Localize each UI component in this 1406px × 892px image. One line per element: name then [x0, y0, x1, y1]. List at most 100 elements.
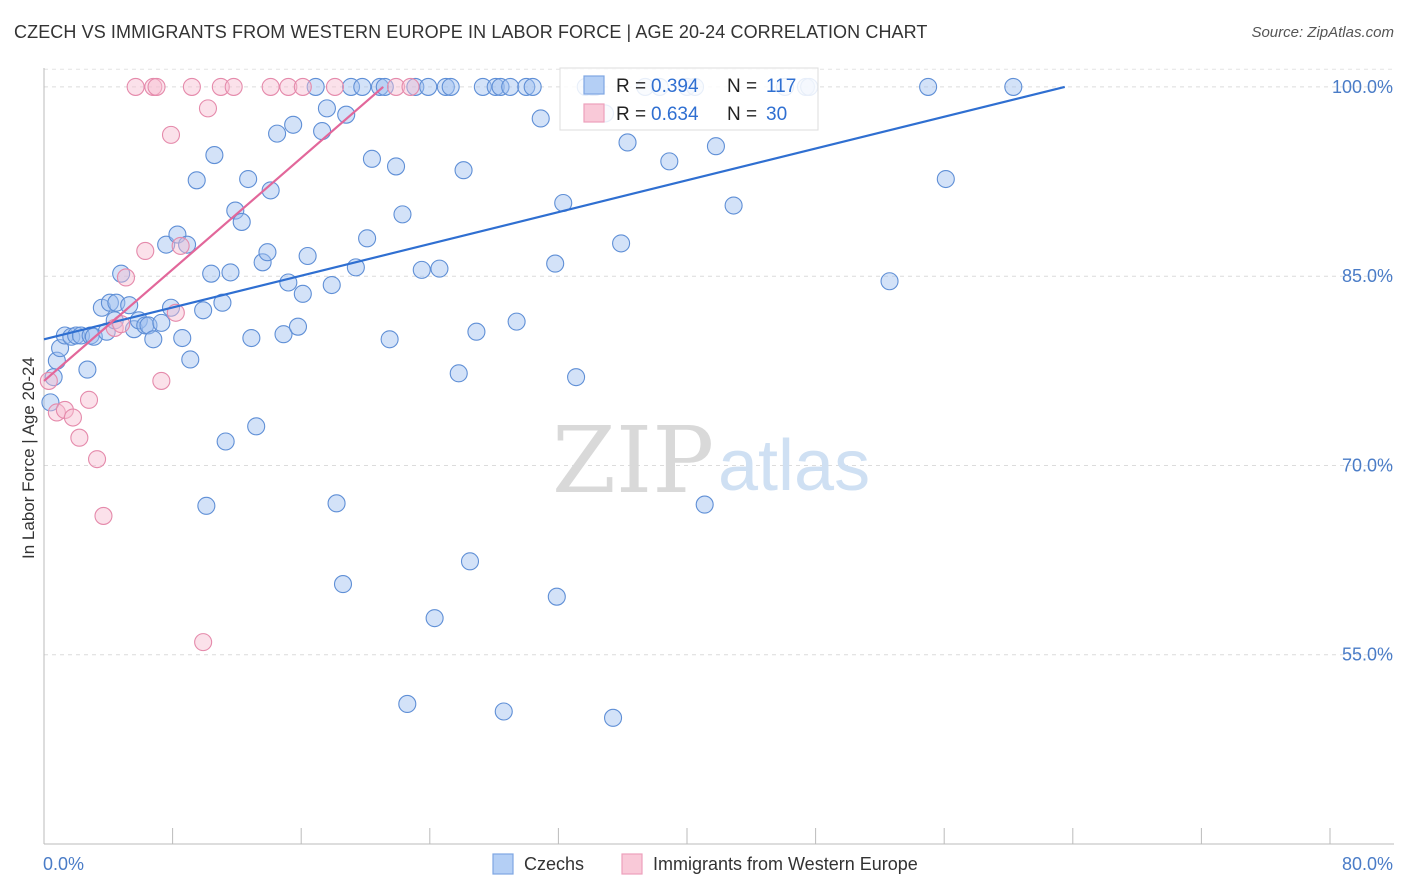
- point-immigrants-24: [261, 77, 280, 96]
- point-czechs-24: [157, 235, 176, 254]
- point-immigrants-18: [171, 236, 190, 255]
- stats-n-value-czechs: 117: [766, 76, 796, 97]
- trend-line-immigrants: [43, 86, 384, 382]
- x-tick-labels: 0.0% 80.0%: [43, 854, 1393, 874]
- trend-line-czechs: [43, 85, 1066, 341]
- point-czechs-72: [412, 260, 431, 279]
- point-czechs-75: [430, 259, 449, 278]
- point-czechs-82: [473, 77, 492, 96]
- point-czechs-40: [239, 169, 258, 189]
- x-tick-label-0: 0.0%: [43, 854, 84, 874]
- y-tick-label-3: 55.0%: [1342, 645, 1393, 665]
- point-czechs-89: [523, 77, 542, 96]
- point-czechs-81: [467, 322, 486, 341]
- grid-lines: [44, 68, 1394, 656]
- point-immigrants-29: [401, 77, 420, 96]
- point-immigrants-27: [325, 77, 345, 96]
- y-tick-label-1: 85.0%: [1342, 266, 1393, 286]
- point-czechs-78: [449, 364, 468, 383]
- point-czechs-113: [880, 272, 899, 291]
- point-czechs-69: [393, 205, 412, 224]
- point-czechs-84: [491, 77, 510, 96]
- point-czechs-52: [298, 246, 317, 266]
- point-immigrants-7: [94, 506, 113, 525]
- point-czechs-29: [181, 350, 200, 369]
- point-czechs-49: [284, 115, 303, 134]
- point-czechs-41: [242, 328, 261, 348]
- point-czechs-101: [618, 133, 637, 152]
- point-czechs-64: [362, 149, 381, 168]
- point-immigrants-14: [147, 77, 166, 96]
- stats-box: R = 0.394 N = 117 R = 0.634 N = 30: [559, 67, 819, 131]
- stats-r-value-czechs: 0.394: [651, 76, 699, 97]
- legend-swatch-immigrants: [621, 853, 643, 875]
- point-czechs-100: [612, 234, 631, 253]
- y-tick-label-0: 100.0%: [1332, 77, 1393, 97]
- point-czechs-83: [486, 77, 505, 96]
- point-czechs-76: [436, 77, 455, 96]
- stats-swatch-immigrants: [583, 103, 605, 123]
- point-czechs-32: [197, 496, 216, 515]
- point-czechs-114: [919, 77, 938, 96]
- point-czechs-116: [1004, 77, 1023, 96]
- point-immigrants-26: [293, 77, 312, 96]
- watermark: ZIP atlas: [552, 407, 870, 514]
- point-immigrants-23: [224, 77, 243, 96]
- stats-r-value-immigrants: 0.634: [651, 104, 699, 125]
- point-czechs-99: [604, 708, 623, 727]
- point-czechs-94: [567, 368, 586, 387]
- legend-swatch-czechs: [492, 853, 514, 875]
- point-czechs-50: [288, 317, 308, 336]
- point-immigrants-22: [211, 77, 230, 96]
- point-czechs-43: [253, 253, 272, 272]
- point-immigrants-4: [70, 428, 89, 447]
- point-czechs-47: [274, 325, 293, 344]
- point-immigrants-10: [116, 268, 136, 287]
- point-czechs-109: [724, 196, 743, 215]
- point-czechs-55: [317, 99, 336, 118]
- point-czechs-63: [358, 229, 377, 248]
- point-immigrants-12: [136, 241, 155, 261]
- stats-swatch-czechs: [583, 75, 605, 95]
- y-tick-labels: 100.0% 85.0% 70.0% 55.0%: [1332, 77, 1393, 665]
- point-czechs-104: [660, 152, 679, 171]
- point-czechs-91: [546, 254, 565, 273]
- axes: [43, 68, 1394, 845]
- point-czechs-59: [337, 105, 356, 124]
- point-czechs-68: [386, 157, 406, 176]
- point-immigrants-5: [79, 390, 99, 409]
- point-immigrants-28: [386, 77, 406, 96]
- point-czechs-13: [100, 293, 119, 312]
- stats-n-label-immigrants: N =: [727, 104, 757, 125]
- point-czechs-34: [205, 146, 224, 165]
- point-czechs-54: [313, 122, 332, 141]
- point-czechs-70: [398, 694, 417, 713]
- point-czechs-65: [370, 77, 390, 96]
- stats-n-value-immigrants: 30: [766, 104, 787, 125]
- point-czechs-22: [144, 330, 163, 349]
- point-czechs-107: [695, 495, 714, 514]
- watermark-atlas: atlas: [718, 426, 870, 506]
- point-czechs-39: [232, 212, 251, 231]
- y-tick-label-2: 70.0%: [1342, 455, 1393, 475]
- x-tick-label-1: 80.0%: [1342, 854, 1393, 874]
- point-czechs-115: [936, 169, 955, 189]
- point-czechs-62: [353, 77, 372, 96]
- point-czechs-71: [406, 77, 425, 96]
- data-points: [39, 77, 1023, 727]
- point-czechs-0: [41, 393, 60, 412]
- point-czechs-46: [268, 124, 287, 143]
- point-immigrants-25: [279, 77, 298, 96]
- legend-label-czechs: Czechs: [524, 854, 584, 874]
- watermark-zip: ZIP: [552, 407, 714, 514]
- point-immigrants-15: [152, 371, 171, 390]
- stats-n-label-czechs: N =: [727, 76, 757, 97]
- point-czechs-53: [306, 77, 325, 96]
- point-immigrants-0: [39, 371, 58, 390]
- point-czechs-42: [247, 417, 266, 436]
- point-czechs-57: [327, 494, 346, 513]
- chart-title: CZECH VS IMMIGRANTS FROM WESTERN EUROPE …: [14, 22, 928, 42]
- point-czechs-33: [202, 264, 221, 283]
